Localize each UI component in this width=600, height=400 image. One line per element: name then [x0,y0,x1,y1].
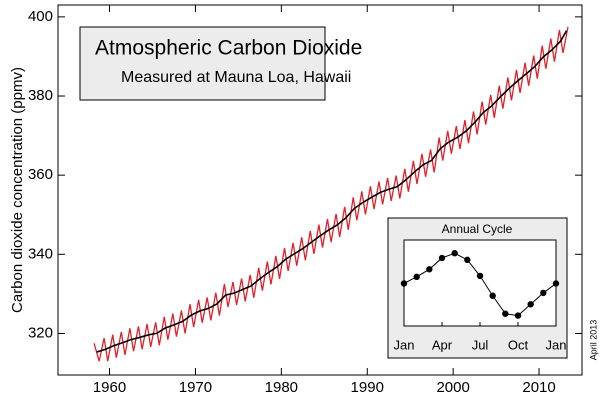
y-tick-label: 340 [28,245,53,262]
x-tick-label: 1970 [179,379,212,396]
cycle-point [552,280,560,287]
inset-title: Annual Cycle [442,222,513,236]
inset-frame [403,239,557,327]
x-tick-label: 1990 [351,379,384,396]
chart-subtitle: Measured at Mauna Loa, Hawaii [121,69,351,86]
cycle-point [438,254,446,262]
y-tick-label: 380 [28,87,53,104]
data-line [96,30,568,353]
cycle-point [514,312,522,319]
x-tick-label: Jul [472,337,489,352]
x-tick-label: Apr [432,337,453,352]
y-tick-label: 320 [28,324,53,341]
x-tick-label: Oct [508,337,529,352]
y-tick-label: 360 [28,166,53,183]
cycle-point [426,266,433,273]
chart-title: Atmospheric Carbon Dioxide [95,37,362,60]
x-tick-label: Jan [546,337,567,352]
cycle-point [540,289,547,297]
x-tick-label: 1960 [93,379,126,396]
y-axis-label: Carbon dioxide concentration (ppmv) [9,67,26,313]
plot-frame [57,4,583,376]
x-tick-label: 2010 [522,379,555,396]
x-tick-label: 2000 [436,379,469,396]
cycle-point [400,280,408,287]
y-tick-label: 400 [28,8,53,25]
annotation: April 2013 [588,320,598,361]
cycle-point [464,256,471,264]
title-box [79,26,326,101]
cycle-point [502,310,509,317]
data-line [93,26,569,362]
x-tick-label: 1980 [265,379,298,396]
cycle-point [413,273,420,281]
cycle-point [489,292,496,299]
cycle-point [527,301,534,308]
cycle-point [476,272,484,280]
cycle-point [451,250,458,257]
x-tick-label: Jan [394,337,415,352]
